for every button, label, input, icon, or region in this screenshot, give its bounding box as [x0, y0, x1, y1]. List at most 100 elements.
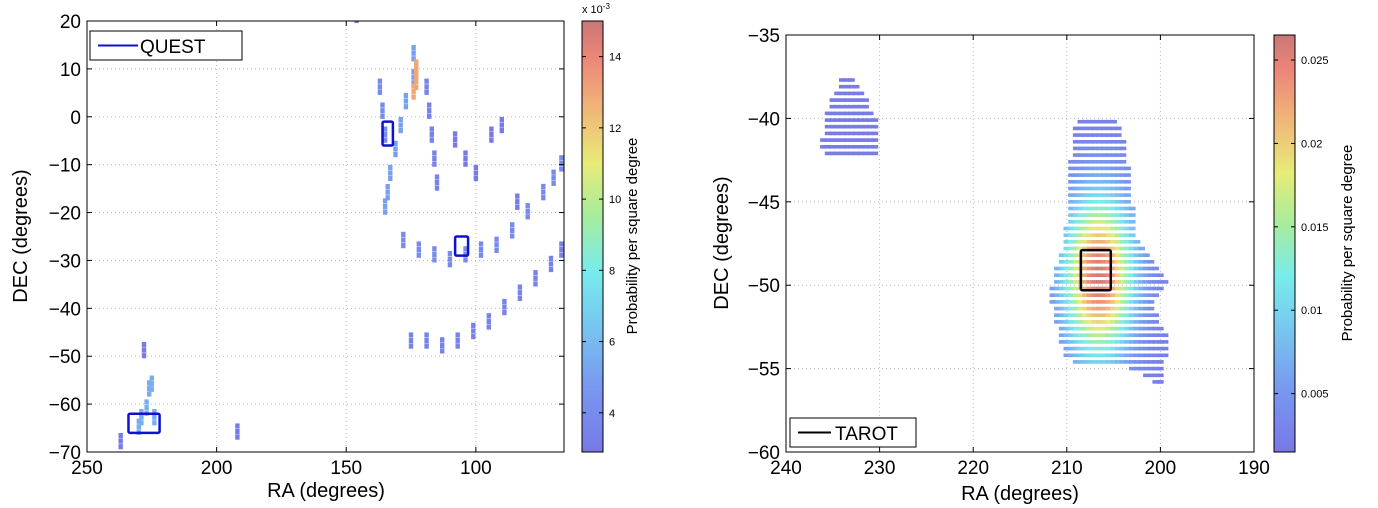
right-data-cell — [1086, 333, 1094, 337]
left-data-cell — [382, 209, 388, 215]
right-data-cell — [1068, 353, 1075, 358]
right-data-cell — [1129, 313, 1136, 317]
left-data-cell — [354, 7, 358, 12]
right-data-cell — [1049, 293, 1057, 297]
left-data-cell — [510, 222, 515, 228]
right-data-cell — [1147, 260, 1155, 264]
right-data-cell — [1072, 160, 1080, 164]
right-data-cell — [1110, 333, 1117, 337]
right-data-cell — [1138, 366, 1145, 371]
right-data-cell — [843, 91, 851, 96]
right-data-cell — [1105, 313, 1113, 317]
right-data-cell — [829, 104, 837, 109]
right-data-cell — [1124, 166, 1131, 171]
right-data-cell — [1096, 273, 1103, 277]
right-data-cell — [1072, 126, 1080, 131]
left-data-cell — [411, 74, 416, 80]
right-data-cell — [1091, 246, 1099, 251]
right-data-cell — [1096, 160, 1103, 164]
right-data-cell — [1091, 320, 1099, 324]
left-data-cell — [486, 324, 491, 330]
right-data-cell — [1086, 273, 1094, 277]
right-data-cell — [1072, 186, 1080, 191]
right-data-cell — [1058, 253, 1066, 257]
right-data-cell — [1129, 353, 1136, 358]
right-data-cell — [1115, 173, 1122, 177]
right-data-cell — [1110, 346, 1117, 351]
right-data-cell — [1077, 326, 1085, 331]
right-data-cell — [1072, 306, 1080, 311]
left-data-cell — [463, 251, 468, 257]
right-data-cell — [1124, 333, 1131, 337]
right-data-cell — [1096, 293, 1103, 297]
right-data-cell — [1138, 306, 1145, 311]
right-data-cell — [1119, 220, 1127, 224]
right-data-cell — [1077, 320, 1085, 324]
right-data-cell — [1096, 153, 1103, 157]
right-data-cell — [1068, 286, 1075, 291]
right-data-cell — [1072, 340, 1080, 344]
right-data-cell — [1147, 326, 1155, 331]
right-data-cell — [1096, 173, 1103, 177]
right-data-cell — [1068, 346, 1075, 351]
left-data-cell — [541, 183, 546, 190]
right-data-cell — [1100, 326, 1108, 331]
left-data-cell — [136, 418, 141, 424]
right-data-cell — [834, 91, 841, 96]
left-data-cell — [463, 257, 468, 263]
right-data-cell — [1100, 353, 1108, 358]
right-data-cell — [1138, 333, 1145, 337]
right-data-cell — [1124, 353, 1131, 358]
left-data-cell — [411, 83, 416, 89]
right-data-cell — [1110, 260, 1117, 264]
left-data-cell — [432, 161, 437, 167]
left-data-cell — [559, 241, 564, 247]
left-x-tick-label: 250 — [71, 458, 103, 479]
right-data-cell — [1077, 180, 1085, 184]
right-data-cell — [1082, 360, 1089, 364]
right-data-cell — [1157, 366, 1164, 371]
left-data-cell — [517, 295, 523, 301]
right-data-cell — [1082, 206, 1089, 211]
left-data-cell — [411, 88, 416, 95]
left-data-cell — [414, 84, 419, 91]
right-data-cell — [1138, 353, 1145, 358]
right-data-cell — [1100, 273, 1108, 277]
right-data-cell — [1068, 293, 1075, 297]
right-data-cell — [1100, 193, 1108, 197]
right-data-cell — [1082, 193, 1089, 197]
right-data-cell — [1119, 153, 1127, 157]
right-data-cell — [1115, 133, 1122, 137]
left-field-boxes — [127, 120, 470, 435]
right-data-cell — [1096, 333, 1103, 337]
right-data-cell — [1077, 146, 1085, 151]
right-data-cell — [1077, 313, 1085, 317]
right-data-cell — [1096, 119, 1103, 124]
right-x-tick-label: 240 — [770, 458, 802, 479]
right-data-cell — [1110, 213, 1117, 217]
right-data-cell — [1063, 326, 1071, 331]
left-data-cell — [411, 94, 416, 100]
right-data-cell — [1082, 140, 1089, 144]
right-data-cell — [1133, 313, 1141, 317]
left-data-cell — [398, 116, 403, 123]
right-data-cell — [1138, 286, 1145, 291]
left-data-cell — [149, 381, 154, 387]
left-legend-label: QUEST — [140, 37, 206, 58]
left-data-cell — [380, 108, 385, 114]
right-data-cell — [1068, 160, 1075, 164]
right-data-cell — [1105, 346, 1113, 351]
right-data-cell — [1077, 126, 1085, 131]
right-data-cell — [1110, 340, 1117, 344]
right-data-cell — [1096, 246, 1103, 251]
right-data-cell — [1096, 206, 1103, 211]
right-data-cell — [1115, 360, 1122, 364]
right-plot-frame — [785, 34, 1255, 453]
right-data-cell — [1124, 306, 1131, 311]
right-data-cell — [1138, 280, 1145, 284]
right-data-cell — [1100, 166, 1108, 171]
right-data-cell — [838, 131, 846, 136]
right-data-cell — [1096, 353, 1103, 358]
right-data-cell — [857, 104, 865, 109]
left-data-cell — [502, 298, 507, 305]
